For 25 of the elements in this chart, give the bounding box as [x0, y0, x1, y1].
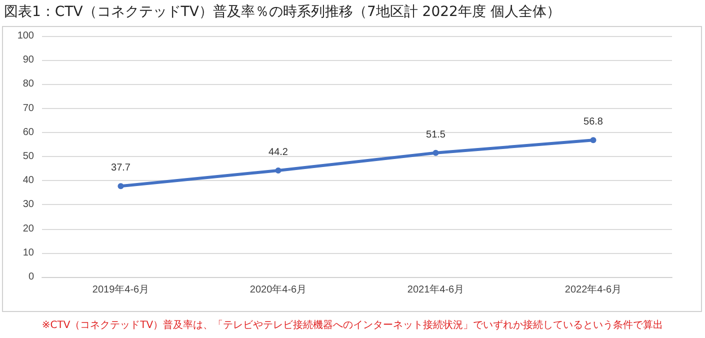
- y-tick-label: 10: [22, 247, 34, 258]
- y-tick-label: 30: [22, 199, 34, 210]
- chart-title: 図表1：CTV（コネクテッドTV）普及率％の時系列推移（7地区計 2022年度 個人全体）: [4, 3, 560, 21]
- y-tick-label: 60: [22, 126, 34, 138]
- y-tick-label: 70: [22, 102, 34, 114]
- y-tick-label: 100: [17, 30, 34, 42]
- text: ※CTV（コネクテッドTV）普及率は、「テレビやテレビ接続機器へのインターネット接続状況」でいずれか接続しているという条件で算出: [40, 318, 664, 332]
- x-tick-label: 2021年4-6月: [407, 284, 464, 296]
- data-label: 44.2: [268, 146, 288, 158]
- point: [432, 150, 439, 156]
- data-label: 56.8: [584, 116, 604, 128]
- x-tick-label: 2019年4-6月: [92, 284, 150, 296]
- y-tick-label: 40: [22, 175, 34, 186]
- y-tick-label: 20: [22, 223, 34, 234]
- y-tick-label: 50: [22, 151, 34, 162]
- point: [275, 167, 282, 174]
- y-tick-label: 80: [22, 78, 34, 90]
- y-tick-label: 0: [28, 272, 34, 282]
- data-label: 37.7: [111, 162, 131, 174]
- y-tick-label: 90: [22, 54, 34, 66]
- x-tick-label: 2020年4-6月: [250, 284, 307, 296]
- data-label: 51.5: [426, 129, 446, 140]
- x-tick-label: 2022年4-6月: [564, 284, 622, 296]
- point: [590, 137, 596, 144]
- point: [118, 183, 124, 190]
